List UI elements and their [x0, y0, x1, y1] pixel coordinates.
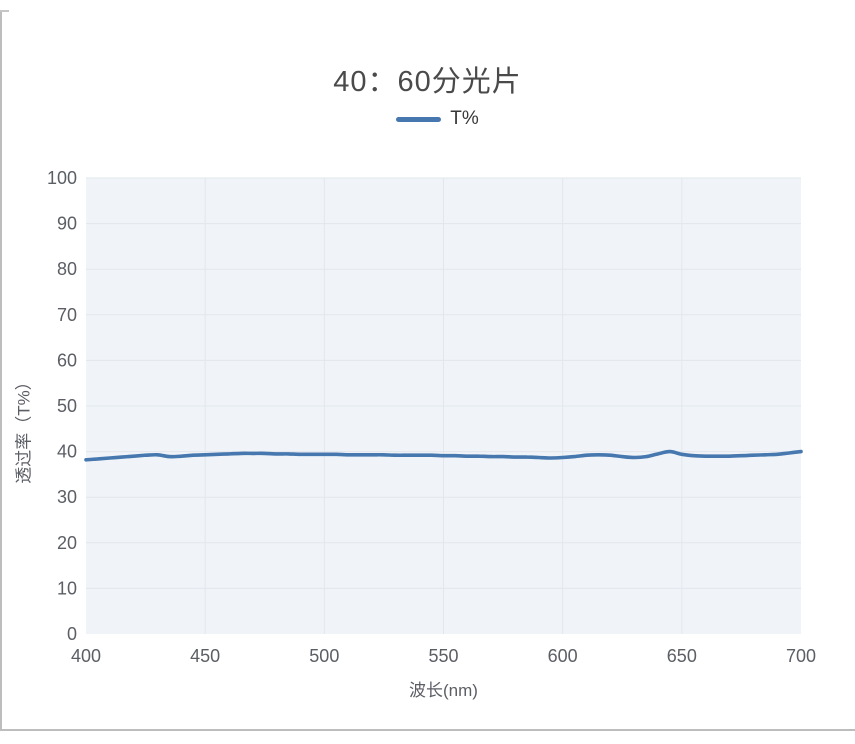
card-border-top-tick	[0, 10, 9, 12]
svg-text:90: 90	[57, 214, 77, 234]
svg-text:80: 80	[57, 259, 77, 279]
svg-text:20: 20	[57, 533, 77, 553]
svg-text:10: 10	[57, 578, 77, 598]
x-axis-title: 波长(nm)	[409, 681, 478, 700]
svg-text:40: 40	[57, 442, 77, 462]
legend-line-icon	[396, 116, 442, 122]
svg-text:0: 0	[67, 624, 77, 644]
card-border-bottom	[0, 729, 855, 731]
svg-text:550: 550	[428, 646, 458, 666]
svg-text:70: 70	[57, 305, 77, 325]
svg-text:600: 600	[548, 646, 578, 666]
svg-text:50: 50	[57, 396, 77, 416]
card-border-left	[0, 10, 2, 731]
svg-text:100: 100	[47, 168, 77, 188]
chart-title: 40：60分光片	[333, 66, 522, 98]
svg-text:700: 700	[786, 646, 816, 666]
legend-label: T%	[450, 108, 479, 129]
legend-item-t-percent[interactable]: T%	[0, 108, 855, 130]
svg-text:400: 400	[71, 646, 101, 666]
svg-text:30: 30	[57, 487, 77, 507]
svg-text:500: 500	[309, 646, 339, 666]
svg-text:60: 60	[57, 350, 77, 370]
y-axis-title: 透过率（T%）	[14, 373, 34, 484]
svg-text:650: 650	[667, 646, 697, 666]
svg-text:450: 450	[190, 646, 220, 666]
